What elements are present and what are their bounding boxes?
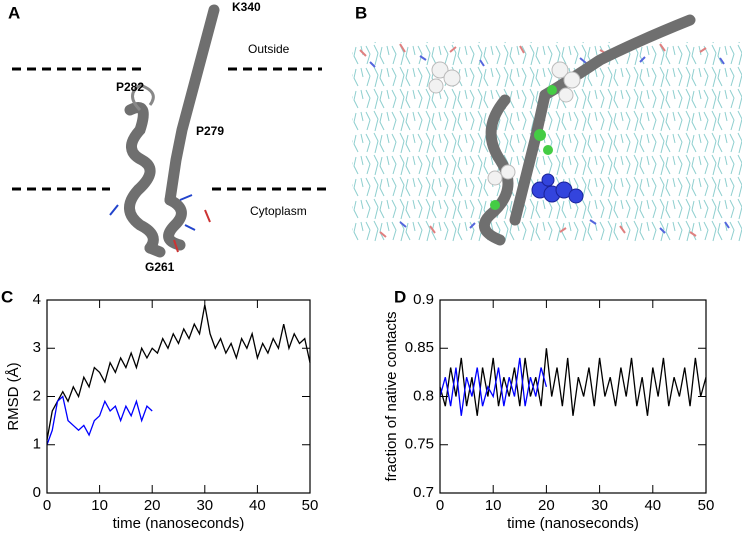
x-tick-label: 30 [196, 497, 213, 514]
region-label: Cytoplasm [250, 204, 307, 218]
plot-frame [439, 299, 707, 494]
spheres [490, 85, 557, 210]
x-tick-label: 40 [249, 497, 266, 514]
headgroup [359, 43, 707, 238]
headgroup [369, 55, 730, 234]
y-tick-label: 2 [33, 387, 41, 404]
x-tick-label: 40 [644, 497, 661, 514]
region-label: Outside [248, 42, 290, 56]
residue-label: K340 [232, 0, 261, 14]
y-tick-label: 0 [33, 484, 41, 501]
x-axis-label: time (nanoseconds) [507, 515, 639, 532]
x-tick-label: 0 [43, 497, 51, 514]
residue-label: P279 [196, 124, 224, 138]
x-tick-label: 30 [591, 497, 608, 514]
x-axis-label: time (nanoseconds) [113, 515, 245, 532]
panel-label: D [394, 287, 406, 306]
data-line [46, 395, 153, 445]
panel-label: B [355, 3, 367, 22]
x-tick-label: 0 [436, 497, 444, 514]
x-tick-label: 50 [302, 497, 319, 514]
residue [173, 209, 211, 253]
y-tick-label: 4 [33, 291, 41, 308]
y-tick-label: 0.7 [413, 484, 434, 501]
helix [164, 4, 220, 206]
x-tick-label: 20 [538, 497, 555, 514]
helix [144, 194, 187, 258]
spheres [531, 173, 584, 204]
panel-a: A K340 Outside P282 P279 Cytoplasm G261 [8, 0, 330, 274]
y-axis-label: RMSD (Å) [5, 362, 22, 430]
panel-label: A [8, 3, 20, 22]
x-tick-label: 50 [698, 497, 715, 514]
y-tick-label: 3 [33, 339, 41, 356]
y-tick-label: 0.9 [413, 291, 434, 308]
helix [124, 102, 159, 254]
y-tick-label: 1 [33, 436, 41, 453]
plot-frame [46, 299, 311, 494]
panel-b: B [352, 3, 742, 246]
data-line [439, 357, 548, 416]
y-tick-label: 0.85 [405, 339, 434, 356]
panel-label: C [1, 287, 13, 306]
residue-label: P282 [116, 80, 144, 94]
spheres [428, 61, 581, 186]
x-tick-label: 10 [91, 497, 108, 514]
y-axis-label: fraction of native contacts [383, 311, 400, 481]
helix [539, 14, 696, 101]
lipid-bilayer [352, 42, 742, 242]
y-tick-label: 0.75 [405, 436, 434, 453]
y-tick-label: 0.8 [413, 387, 434, 404]
residue-label: G261 [145, 260, 175, 274]
loop [131, 83, 155, 112]
data-line [439, 348, 707, 416]
residue [109, 194, 196, 231]
x-tick-label: 10 [485, 497, 502, 514]
data-line [46, 304, 311, 441]
helix [478, 89, 551, 246]
x-tick-label: 20 [144, 497, 161, 514]
